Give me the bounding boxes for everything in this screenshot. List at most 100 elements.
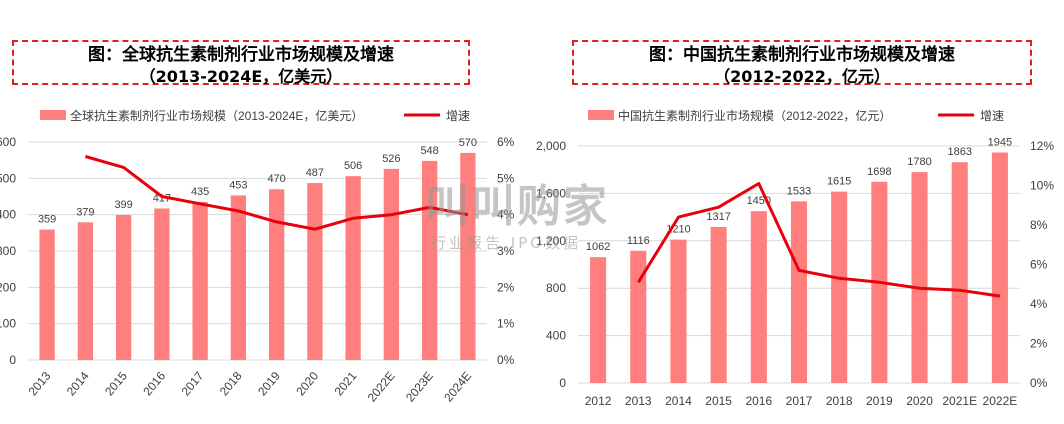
left-x-tick-label: 2014	[64, 369, 92, 399]
right-chart-title-line1: 图：中国抗生素制剂行业市场规模及增速	[649, 45, 955, 65]
left-y-right-tick-label: 4%	[497, 208, 515, 222]
right-y-right-tick-label: 8%	[1030, 218, 1048, 232]
left-bar-value-label: 487	[306, 167, 324, 179]
right-bar	[831, 191, 848, 383]
left-chart-title-line1: 图：全球抗生素制剂行业市场规模及增速	[88, 45, 394, 65]
left-legend-bar-swatch	[40, 110, 66, 120]
right-bar-value-label: 1615	[827, 176, 851, 188]
left-bar	[115, 215, 132, 360]
left-bar-value-label: 435	[191, 186, 209, 198]
left-growth-line	[84, 155, 469, 231]
left-bar-value-label: 399	[114, 199, 132, 211]
right-legend-line-label: 增速	[980, 109, 1004, 123]
left-x-tick-label: 2017	[179, 369, 207, 399]
left-x-tick-label: 2016	[140, 369, 168, 399]
right-y-left-tick-label: 0	[559, 376, 566, 390]
left-bar-value-label: 417	[153, 192, 171, 204]
left-bar-value-label: 506	[344, 160, 362, 172]
right-y-left-tick-label: 400	[546, 329, 566, 343]
left-bar	[421, 160, 438, 360]
left-chart-title: 图：全球抗生素制剂行业市场规模及增速 （2013-2024E，亿美元）	[12, 40, 470, 86]
left-x-tick-label: 2015	[102, 369, 130, 399]
right-y-right-tick-label: 4%	[1030, 297, 1048, 311]
right-growth-line	[637, 182, 1001, 298]
left-bar-value-label: 470	[267, 173, 285, 185]
left-bar-value-label: 359	[38, 214, 56, 226]
right-x-tick-label: 2016	[745, 394, 772, 408]
left-y-right-tick-label: 0%	[497, 353, 515, 367]
left-bar-value-label: 570	[459, 137, 477, 149]
right-x-tick-label: 2013	[625, 394, 652, 408]
right-y-right-tick-label: 2%	[1030, 337, 1048, 351]
global-antibiotic-chart: 全球抗生素制剂行业市场规模（2013-2024E，亿美元） 增速 0 100 200 30…	[0, 108, 515, 405]
left-x-tick-label: 2013	[26, 369, 54, 399]
right-y-left-tick-label: 1,200	[536, 234, 566, 248]
left-y-right-tick-label: 3%	[497, 244, 515, 258]
right-y-right-tick-label: 6%	[1030, 258, 1048, 272]
right-bar	[590, 257, 607, 383]
right-bar	[790, 201, 808, 383]
right-x-tick-label: 2021E	[942, 394, 977, 408]
right-chart-title: 图：中国抗生素制剂行业市场规模及增速 （2012-2022，亿元）	[572, 40, 1032, 86]
left-y-left-tick-label: 500	[0, 171, 16, 185]
right-chart-title-line2: （2012-2022，亿元）	[714, 67, 890, 86]
right-bar	[911, 172, 928, 383]
right-bar-value-label: 1062	[586, 241, 610, 253]
right-x-tick-label: 2022E	[983, 394, 1018, 408]
right-x-tick-label: 2014	[665, 394, 692, 408]
right-x-tick-label: 2020	[906, 394, 933, 408]
left-x-tick-label: 2024E	[441, 369, 474, 405]
right-bar	[630, 250, 647, 383]
right-bar-value-label: 1317	[706, 211, 730, 223]
left-y-right-tick-label: 5%	[497, 171, 515, 185]
left-y-left-tick-label: 300	[0, 244, 16, 258]
left-x-tick-label: 2022E	[365, 369, 398, 405]
right-bar	[951, 162, 968, 383]
left-bar	[345, 176, 361, 360]
left-y-right-tick-label: 1%	[497, 317, 515, 331]
left-chart-title-line2: （2013-2024E，亿美元）	[139, 67, 343, 86]
left-y-left-tick-label: 400	[0, 208, 16, 222]
right-legend-bar-swatch	[588, 110, 614, 120]
left-legend-line-label: 增速	[446, 109, 470, 123]
right-bar	[670, 239, 687, 383]
right-x-tick-label: 2017	[786, 394, 813, 408]
left-y-left-tick-label: 100	[0, 317, 16, 331]
left-y-right-tick-label: 2%	[497, 280, 515, 294]
right-bar-value-label: 1533	[787, 185, 811, 197]
left-bar	[268, 189, 285, 360]
left-legend-bar-label: 全球抗生素制剂行业市场规模（2013-2024E，亿美元）	[70, 108, 363, 123]
left-bar	[192, 201, 208, 360]
left-bar-value-label: 379	[76, 206, 94, 218]
right-bar-value-label: 1698	[867, 166, 891, 178]
left-x-tick-label: 2018	[217, 369, 245, 399]
right-bar-value-label: 1863	[947, 146, 971, 158]
left-x-tick-label: 2021	[332, 369, 360, 399]
left-bar	[307, 183, 323, 360]
left-bar	[77, 222, 94, 360]
left-y-left-tick-label: 200	[0, 280, 16, 294]
right-y-right-tick-label: 12%	[1030, 139, 1054, 153]
left-bar-value-label: 453	[229, 179, 247, 191]
left-bar	[460, 152, 476, 360]
left-bar	[383, 168, 400, 360]
right-bar	[991, 152, 1008, 383]
right-bar-value-label: 1116	[627, 235, 650, 247]
left-x-tick-label: 2020	[293, 369, 321, 399]
left-y-right-tick-label: 6%	[497, 135, 515, 149]
left-bar-value-label: 526	[382, 153, 400, 165]
left-bar	[154, 208, 170, 360]
china-antibiotic-chart: 中国抗生素制剂行业市场规模（2012-2022，亿元） 增速 0 400 800 1,20…	[536, 108, 1054, 408]
right-y-left-tick-label: 2,000	[536, 139, 566, 153]
left-bar	[230, 195, 247, 360]
right-bar-value-label: 1945	[988, 137, 1012, 149]
right-y-left-tick-label: 800	[546, 281, 566, 295]
right-x-tick-label: 2019	[866, 394, 893, 408]
right-x-tick-label: 2015	[705, 394, 732, 408]
right-bar-value-label: 1780	[907, 156, 931, 168]
left-bar	[39, 229, 55, 360]
right-y-right-tick-label: 0%	[1030, 376, 1048, 390]
right-bar	[710, 226, 727, 383]
right-legend-bar-label: 中国抗生素制剂行业市场规模（2012-2022，亿元）	[618, 108, 891, 123]
left-x-tick-label: 2023E	[403, 369, 436, 405]
